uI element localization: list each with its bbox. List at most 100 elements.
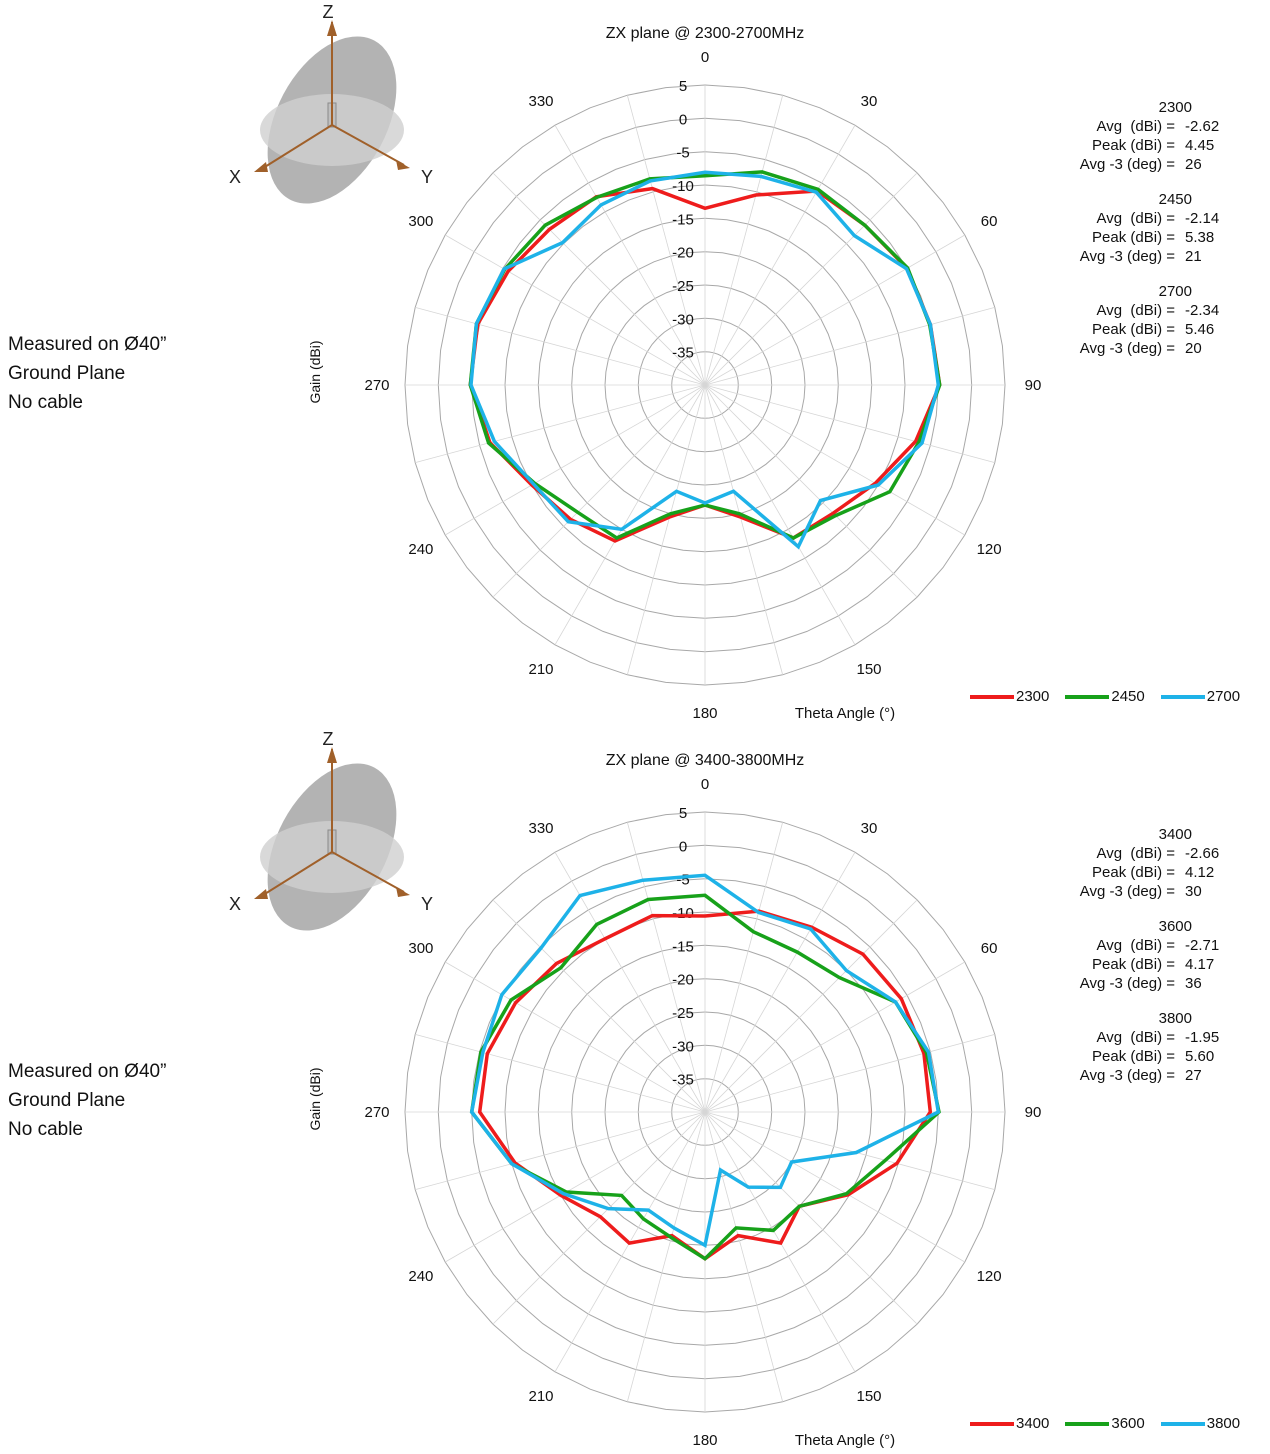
legend-item: 3800 [1160,1415,1240,1432]
grid-spoke [444,234,706,386]
stat-peak-label: Peak (dBi) = [1092,137,1175,154]
stat-block: 3800 Avg (dBi) = -1.95 Peak (dBi) = 5.60 A… [1040,1009,1240,1085]
stat-avg3-value: 36 [1185,975,1202,992]
angle-tick-label: 210 [528,661,553,678]
radial-tick-label: -5 [676,872,689,889]
grid-spoke [704,1111,966,1263]
radial-tick-label: -25 [672,278,694,295]
series-line-2700 [469,170,941,550]
grid-spoke [704,899,918,1113]
radial-tick-label: -10 [672,905,694,922]
angle-tick-label: 0 [701,776,709,793]
stat-avg3-label: Avg -3 (deg) = [1079,1067,1175,1084]
stat-avg3-label: Avg -3 (deg) = [1079,975,1175,992]
series-line-3800 [469,873,941,1248]
angle-tick-label: 90 [1025,377,1042,394]
stat-avg3-value: 27 [1185,1067,1202,1084]
x-axis-label: X [229,167,241,187]
measurement-note: Measured on Ø40” Ground Plane No cable [8,1057,166,1144]
legend-swatch [1160,694,1205,699]
angle-tick-label: 60 [981,213,998,230]
stat-frequency: 2300 [1158,99,1192,116]
stat-avg-value: -2.34 [1185,302,1220,319]
grid-spoke [704,1111,995,1191]
note-line-3: No cable [8,392,83,413]
angle-tick-label: 30 [861,820,878,837]
stat-frequency: 3600 [1158,918,1192,935]
angle-tick-label: 120 [977,1268,1002,1285]
angle-tick-label: 60 [981,940,998,957]
radial-tick-label: -30 [672,311,694,328]
grid-spoke [704,1111,784,1402]
angle-tick-label: 240 [408,1268,433,1285]
angle-tick-label: 270 [364,377,389,394]
angle-tick-label: 30 [861,93,878,110]
stat-avg-label: Avg (dBi) = [1096,118,1175,135]
axes-orientation-icon: Z X Y [229,729,433,931]
grid-spoke [704,95,784,386]
stat-avg3-value: 20 [1185,340,1202,357]
grid-spoke [626,384,706,675]
chart-panel-3400-3800: ZX plane @ 3400-3800MHz 0 30 60 90 120 150 180 2… [0,727,1270,1454]
legend-item: 2450 [1065,688,1145,705]
grid-spoke [554,124,706,386]
grid-spoke [704,234,966,386]
legend-item: 2700 [1160,688,1240,705]
radial-tick-label: -15 [672,938,694,955]
stat-avg3-label: Avg -3 (deg) = [1079,883,1175,900]
x-axis-arrow [254,889,268,899]
grid-spoke [492,384,706,598]
radial-tick-label: -10 [672,178,694,195]
stat-peak-value: 5.60 [1185,1048,1215,1065]
y-axis-label: Gain (dBi) [307,1067,323,1130]
stat-avg3-value: 30 [1185,883,1202,900]
grid-spoke [415,306,706,386]
radial-tick-label: -15 [672,211,694,228]
legend-item: 3600 [1065,1415,1145,1432]
z-axis-arrow [327,747,337,763]
stat-avg-value: -1.95 [1185,1029,1220,1046]
legend-label: 2450 [1111,688,1145,705]
note-line-3: No cable [8,1119,83,1140]
angle-tick-label: 300 [408,940,433,957]
legend-swatch [1065,1421,1110,1426]
grid-spoke [626,95,706,386]
chart-title: ZX plane @ 2300-2700MHz [606,25,805,42]
stat-peak-label: Peak (dBi) = [1092,321,1175,338]
stat-peak-value: 4.12 [1185,864,1215,881]
stat-peak-label: Peak (dBi) = [1092,229,1175,246]
stat-frequency: 2450 [1158,191,1192,208]
stat-avg3-value: 26 [1185,156,1202,173]
z-axis-label: Z [323,729,334,749]
stats-panel: 2300 Avg (dBi) = -2.62 Peak (dBi) = 4.45 A… [1040,98,1240,374]
grid-spoke [554,384,706,646]
grid-spoke [704,384,995,464]
angle-tick-label: 330 [528,93,553,110]
legend-swatch [970,1421,1014,1426]
angle-tick-label: 180 [692,705,717,722]
angle-tick-label: 150 [856,1388,881,1405]
stat-avg-label: Avg (dBi) = [1096,845,1175,862]
grid-spoke [704,1033,995,1113]
legend-item: 3400 [970,1415,1049,1432]
legend-label: 2300 [1016,688,1050,705]
stat-peak-value: 4.45 [1185,137,1215,154]
y-axis-label: Gain (dBi) [307,340,323,403]
grid-spoke [626,822,706,1113]
chart-title: ZX plane @ 3400-3800MHz [606,752,805,769]
z-axis-arrow [327,20,337,36]
stat-avg-label: Avg (dBi) = [1096,937,1175,954]
grid-spoke [415,384,706,464]
chart-legend: 3400 3600 3800 [970,1415,1256,1432]
stat-peak-value: 5.38 [1185,229,1215,246]
radial-tick-label: 5 [679,78,687,95]
x-axis-label: Theta Angle (°) [795,705,895,722]
stat-frequency: 2700 [1158,283,1192,300]
grid-spoke [444,384,706,536]
radial-tick-label: -35 [672,1072,694,1089]
grid-spoke [704,306,995,386]
grid-spoke [492,899,706,1113]
grid-spoke [704,384,856,646]
grid-spoke [444,961,706,1113]
radial-tick-label: 0 [679,111,687,128]
